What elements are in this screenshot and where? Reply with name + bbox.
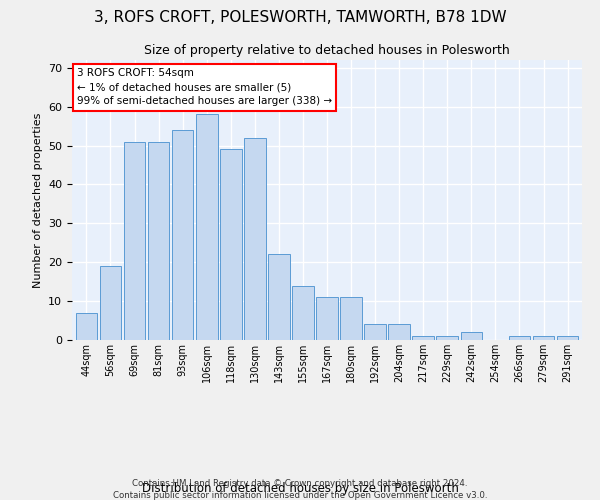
Bar (533, 336, 554, 340)
Bar (172, 130, 193, 340)
Bar (316, 297, 338, 340)
Bar (340, 297, 362, 340)
Title: Size of property relative to detached houses in Polesworth: Size of property relative to detached ho… (144, 44, 510, 58)
Bar (436, 336, 458, 340)
Bar (509, 336, 530, 340)
Text: Distribution of detached houses by size in Polesworth: Distribution of detached houses by size … (142, 482, 458, 495)
Bar (557, 336, 578, 340)
Bar (148, 142, 169, 340)
Text: 3, ROFS CROFT, POLESWORTH, TAMWORTH, B78 1DW: 3, ROFS CROFT, POLESWORTH, TAMWORTH, B78… (94, 10, 506, 25)
Bar (100, 266, 121, 340)
Bar (220, 150, 242, 340)
Bar (124, 142, 145, 340)
Text: 3 ROFS CROFT: 54sqm
← 1% of detached houses are smaller (5)
99% of semi-detached: 3 ROFS CROFT: 54sqm ← 1% of detached hou… (77, 68, 332, 106)
Bar (292, 286, 314, 340)
Bar (364, 324, 386, 340)
Bar (244, 138, 266, 340)
Bar (412, 336, 434, 340)
Bar (196, 114, 218, 340)
Bar (76, 313, 97, 340)
Bar (388, 324, 410, 340)
Bar (461, 332, 482, 340)
Y-axis label: Number of detached properties: Number of detached properties (32, 112, 43, 288)
Bar (268, 254, 290, 340)
Text: Contains HM Land Registry data © Crown copyright and database right 2024.
Contai: Contains HM Land Registry data © Crown c… (113, 479, 487, 500)
